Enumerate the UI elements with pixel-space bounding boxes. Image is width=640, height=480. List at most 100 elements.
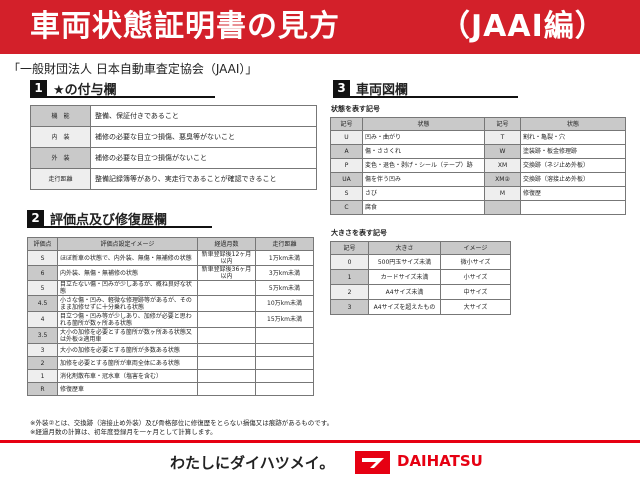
section-number: 1 (30, 80, 47, 96)
size-symbol-table: 記号 大きさ イメージ 0 500円玉サイズ未満 微小サイズ 1 カードサイズ未満 小サイズ 2 A… (330, 241, 511, 315)
table-cell: 500円玉サイズ未満 (368, 254, 441, 270)
table-header-row: 記号 状態 記号 状態 (330, 117, 626, 131)
table-cell: 傷・ささくれ (362, 144, 485, 159)
table-cell: 1万km未満 (255, 250, 314, 266)
table-cell (484, 200, 521, 215)
section-title: 評価点及び修復歴欄 (50, 212, 168, 228)
table-cell: 交換跡（ネジ止め外板） (520, 158, 626, 173)
table-cell: A (330, 144, 363, 159)
table-row: U 凹み・曲がり T 割れ・亀裂・穴 (330, 130, 626, 145)
table-row: 5 目立たない傷・凹みが少しあるが、概ね良好な状態 5万km未満 (27, 280, 314, 296)
table-row: R 修復歴車 (27, 382, 314, 396)
table-cell: 中サイズ (440, 284, 511, 300)
caption-condition-symbols: 状態を表す記号 (331, 105, 380, 113)
table-cell: 機 能 (30, 105, 91, 127)
page-subtitle: （JAAI編） (440, 9, 606, 44)
table-cell: さび (362, 186, 485, 201)
table-cell (255, 369, 314, 383)
table-cell: S (330, 186, 363, 201)
table-cell: 1 (27, 369, 58, 383)
star-table: 機 能整備、保証付きであること内 装補修の必要な目立つ損傷、悪臭等がないこと外 … (30, 105, 317, 190)
table-cell: 整備、保証付きであること (90, 105, 317, 127)
table-cell: UA (330, 172, 363, 187)
table-row: 2 加修を必要とする箇所が車両全体にある状態 (27, 356, 314, 370)
table-cell: 凹み・曲がり (362, 130, 485, 145)
table-cell: 0 (330, 254, 369, 270)
column-header: 経過月数 (197, 237, 256, 251)
table-cell: 3 (330, 299, 369, 315)
table-cell (255, 356, 314, 370)
table-cell: 4 (27, 311, 58, 328)
table-cell: 5 (27, 280, 58, 296)
notes: ※外装②とは、交換跡（溶接止め外装）及び骨格部位に修復歴をとらない損傷又は痕跡が… (30, 419, 333, 437)
table-cell (255, 382, 314, 396)
table-cell: T (484, 130, 521, 145)
section-title: 車両図欄 (356, 82, 409, 98)
condition-symbol-table: 記号 状態 記号 状態 U 凹み・曲がり T 割れ・亀裂・穴 A 傷・ささくれ W 塗装跡・板金修理跡… (330, 117, 626, 215)
table-cell: 3万km未満 (255, 265, 314, 281)
table-cell: 傷を伴う凹み (362, 172, 485, 187)
table-row: C 腐食 (330, 200, 626, 215)
table-cell: XM② (484, 172, 521, 187)
table-cell: 小サイズ (440, 269, 511, 285)
section-number: 3 (333, 80, 350, 96)
slogan-logo: わたしにダイハツメイ。 (170, 454, 335, 472)
table-row: 0 500円玉サイズ未満 微小サイズ (330, 254, 511, 270)
column-header: イメージ (440, 241, 511, 255)
table-cell: A4サイズを超えたもの (368, 299, 441, 315)
table-row: 1 消化剤散布車・冠水車（塩害を含む） (27, 369, 314, 383)
table-cell: 大サイズ (440, 299, 511, 315)
table-cell (197, 280, 256, 296)
table-cell: 3.5 (27, 327, 58, 344)
table-cell: 15万km未満 (255, 311, 314, 328)
table-cell: S (27, 250, 58, 266)
table-cell: 大小の加修を必要とする箇所が多数ある状態 (57, 343, 198, 357)
table-cell: M (484, 186, 521, 201)
table-cell (197, 356, 256, 370)
section-3-heading: 3 車両図欄 (333, 80, 518, 98)
table-cell: 5万km未満 (255, 280, 314, 296)
daihatsu-logo-icon (355, 451, 390, 474)
table-cell: 修復歴 (520, 186, 626, 201)
column-header: 評価点 (27, 237, 58, 251)
table-header-row: 評価点 評価点設定イメージ 経過月数 走行距離 (27, 237, 314, 251)
table-cell: 3 (27, 343, 58, 357)
page-header: 車両状態証明書の見方 （JAAI編） (0, 0, 640, 54)
table-row: S さび M 修復歴 (330, 186, 626, 201)
column-header: 記号 (484, 117, 521, 131)
table-row: 走行距離 整備記録簿等があり、実走行であることが確認できること (30, 168, 317, 190)
table-cell: 内 装 (30, 126, 91, 148)
table-header-row: 記号 大きさ イメージ (330, 241, 511, 255)
brand-name: DAIHATSU (397, 452, 483, 470)
table-cell: 2 (27, 356, 58, 370)
section-1-heading: 1 ★の付与欄 (30, 80, 215, 98)
table-row: 3.5 大小の加修を必要とする箇所が数ヶ所ある状態又は外板②適用車 (27, 327, 314, 344)
table-cell: 新車登録後36ヶ月以内 (197, 265, 256, 281)
table-row: 4 目立つ傷・凹み等が少しあり、加修が必要と思われる箇所が数ヶ所ある状態 15万km… (27, 311, 314, 328)
table-cell: 新車登録後12ヶ月以内 (197, 250, 256, 266)
section-title: ★の付与欄 (53, 82, 117, 98)
table-row: UA 傷を伴う凹み XM② 交換跡（溶接止め外板） (330, 172, 626, 187)
table-cell: W (484, 144, 521, 159)
table-cell: 小さな傷・凹み、軽微な修理跡等があるが、そのまま加修せずに十分乗れる状態 (57, 295, 198, 312)
column-header: 大きさ (368, 241, 441, 255)
section-2-heading: 2 評価点及び修復歴欄 (27, 210, 212, 228)
table-cell: 2 (330, 284, 369, 300)
table-cell: 外 装 (30, 147, 91, 169)
organization-name: 「一般財団法人 日本自動車査定協会（JAAI）」 (8, 62, 258, 76)
note: ※経過月数の計算は、初年度登録月を一ヶ月として計算します。 (30, 428, 217, 436)
table-row: P 変色・退色・剥げ・シール（テープ）跡 XM 交換跡（ネジ止め外板） (330, 158, 626, 173)
table-cell: 大小の加修を必要とする箇所が数ヶ所ある状態又は外板②適用車 (57, 327, 198, 344)
table-cell: XM (484, 158, 521, 173)
table-cell: カードサイズ未満 (368, 269, 441, 285)
grade-table: 評価点 評価点設定イメージ 経過月数 走行距離 S ほぼ新車の状態で、内外装、無傷・無補修… (27, 237, 314, 396)
table-row: 6 内外装、無傷・無補修の状態 新車登録後36ヶ月以内 3万km未満 (27, 265, 314, 281)
table-cell (197, 327, 256, 344)
table-cell (520, 200, 626, 215)
table-row: 内 装補修の必要な目立つ損傷、悪臭等がないこと (30, 126, 317, 148)
column-header: 状態 (362, 117, 485, 131)
column-header: 記号 (330, 241, 369, 255)
table-cell: 微小サイズ (440, 254, 511, 270)
table-cell: 塗装跡・板金修理跡 (520, 144, 626, 159)
table-row: 外 装補修の必要な目立つ損傷がないこと (30, 147, 317, 169)
